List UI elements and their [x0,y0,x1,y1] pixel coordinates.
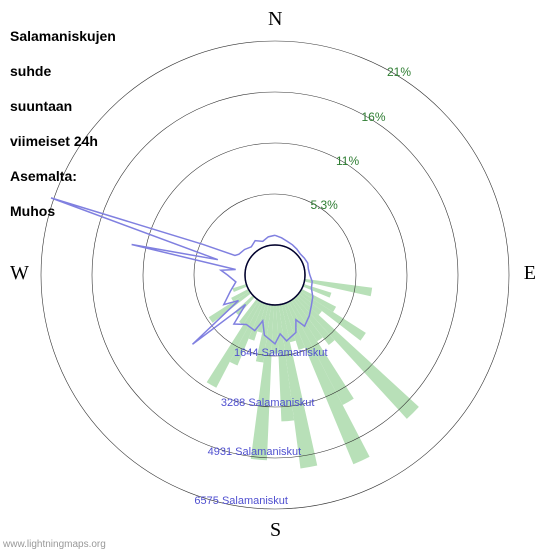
bars-group [207,279,419,469]
title-line-5: Muhos [10,203,55,219]
ring-pct-label: 5.3% [311,198,338,212]
ring-pct-label: 11% [336,154,359,168]
cardinal-s: S [270,519,281,542]
attribution-text: www.lightningmaps.org [3,539,106,550]
title-line-4: Asemalta: [10,168,77,184]
center-mask [246,246,304,304]
count-circle-label: 6575 Salamaniskut [194,495,288,507]
count-circle-label: 4931 Salamaniskut [208,446,302,458]
ring-pct-label: 21% [387,65,411,79]
count-circle-label: 1644 Salamaniskut [234,347,328,359]
ring-pct-label: 16% [362,110,386,124]
title-line-2: suuntaan [10,98,72,114]
cardinal-n: N [268,8,282,31]
title-line-3: viimeiset 24h [10,133,98,149]
cardinal-e: E [524,262,536,285]
title-line-0: Salamaniskujen [10,28,116,44]
count-circle-label: 3288 Salamaniskut [221,397,315,409]
chart-title: Salamaniskujen suhde suuntaan viimeiset … [10,10,116,220]
title-line-1: suhde [10,63,51,79]
cardinal-w: W [10,262,29,285]
polar-rose-chart: Salamaniskujen suhde suuntaan viimeiset … [0,0,550,550]
